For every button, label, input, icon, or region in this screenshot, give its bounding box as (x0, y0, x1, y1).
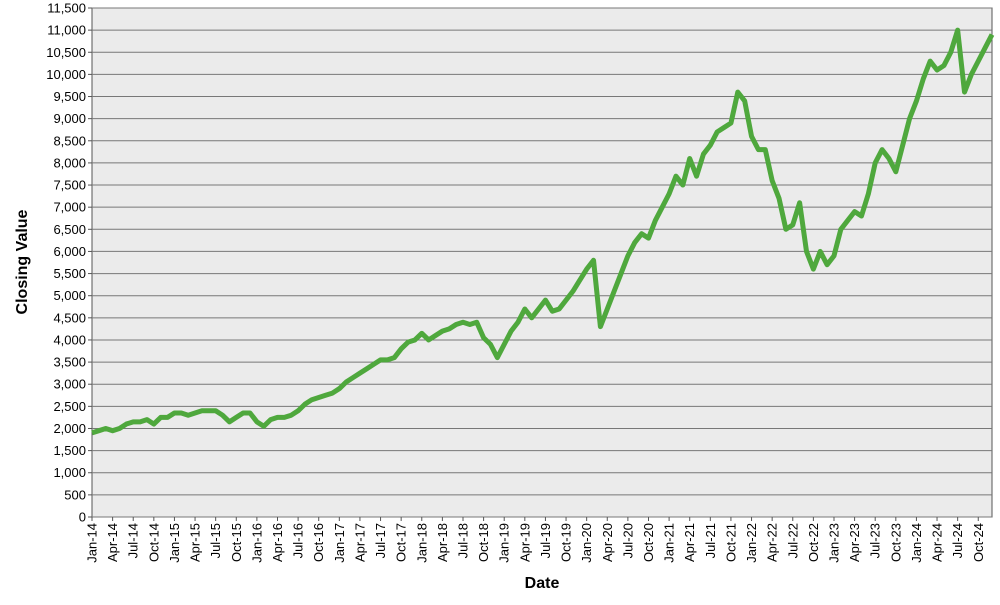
y-tick-label: 5,000 (53, 288, 86, 303)
x-tick-label: Jul-24 (950, 523, 965, 558)
x-tick-label: Jul-19 (538, 523, 553, 558)
y-tick-label: 11,000 (47, 23, 86, 38)
y-tick-label: 7,500 (53, 178, 86, 193)
x-tick-label: Oct-22 (806, 523, 821, 562)
x-tick-label: Apr-23 (847, 523, 862, 562)
x-tick-label: Jan-22 (744, 523, 759, 563)
y-tick-label: 10,500 (46, 45, 86, 60)
y-tick-label: 2,000 (53, 421, 86, 436)
y-tick-label: 2,500 (53, 399, 86, 414)
y-tick-label: 1,000 (53, 465, 86, 480)
x-tick-label: Jul-16 (291, 523, 306, 558)
x-tick-label: Jan-15 (167, 523, 182, 563)
x-tick-label: Apr-24 (930, 523, 945, 562)
x-tick-label: Jan-20 (579, 523, 594, 563)
x-tick-label: Jul-22 (785, 523, 800, 558)
x-tick-label: Jan-14 (85, 523, 100, 563)
x-tick-label: Oct-23 (888, 523, 903, 562)
x-tick-label: Jul-21 (703, 523, 718, 558)
x-tick-label: Jan-19 (497, 523, 512, 563)
x-tick-label: Jan-24 (909, 523, 924, 563)
y-tick-label: 1,500 (53, 443, 86, 458)
y-tick-label: 9,500 (53, 89, 86, 104)
x-tick-label: Oct-20 (641, 523, 656, 562)
x-tick-label: Oct-16 (311, 523, 326, 562)
plot-area (91, 7, 993, 518)
y-tick-label: 4,000 (53, 332, 86, 347)
y-tick-label: 8,500 (53, 133, 86, 148)
y-tick-label: 8,000 (53, 155, 86, 170)
x-tick-label: Jan-16 (249, 523, 264, 563)
y-tick-label: 11,500 (47, 1, 86, 16)
x-tick-label: Oct-18 (476, 523, 491, 562)
x-tick-label: Oct-17 (394, 523, 409, 562)
x-tick-label: Oct-19 (559, 523, 574, 562)
x-tick-label: Jul-20 (620, 523, 635, 558)
data-line (91, 27, 995, 436)
x-tick-label: Jan-23 (826, 523, 841, 563)
y-tick-label: 6,500 (53, 222, 86, 237)
x-tick-label: Apr-17 (352, 523, 367, 562)
x-tick-label: Jan-21 (662, 523, 677, 563)
x-tick-label: Oct-14 (146, 523, 161, 562)
x-tick-label: Apr-16 (270, 523, 285, 562)
x-tick-label: Jul-17 (373, 523, 388, 558)
y-tick-label: 0 (79, 510, 86, 525)
x-tick-label: Apr-20 (600, 523, 615, 562)
x-tick-label: Apr-15 (188, 523, 203, 562)
x-tick-label: Oct-21 (723, 523, 738, 562)
x-tick-label: Apr-14 (105, 523, 120, 562)
y-tick-label: 3,500 (53, 355, 86, 370)
x-tick-label: Apr-22 (765, 523, 780, 562)
x-tick-label: Jul-18 (455, 523, 470, 558)
x-tick-label: Jan-17 (332, 523, 347, 563)
y-axis-title: Closing Value (14, 209, 31, 314)
y-tick-label: 6,000 (53, 244, 86, 259)
x-tick-label: Jul-14 (126, 523, 141, 558)
y-tick-label: 3,000 (53, 377, 86, 392)
x-tick-label: Jul-23 (868, 523, 883, 558)
x-tick-label: Apr-18 (435, 523, 450, 562)
y-tick-label: 5,500 (53, 266, 86, 281)
x-tick-label: Apr-19 (517, 523, 532, 562)
x-tick-label: Jul-15 (208, 523, 223, 558)
x-tick-label: Oct-15 (229, 523, 244, 562)
x-tick-label: Jan-18 (414, 523, 429, 563)
y-tick-label: 9,000 (53, 111, 86, 126)
y-tick-label: 7,000 (53, 200, 86, 215)
x-axis-title: Date (525, 575, 560, 592)
y-tick-label: 500 (64, 487, 86, 502)
x-tick-label: Apr-21 (682, 523, 697, 562)
y-tick-label: 4,500 (53, 310, 86, 325)
x-tick-label: Oct-24 (971, 523, 986, 562)
y-tick-label: 10,000 (46, 67, 86, 82)
